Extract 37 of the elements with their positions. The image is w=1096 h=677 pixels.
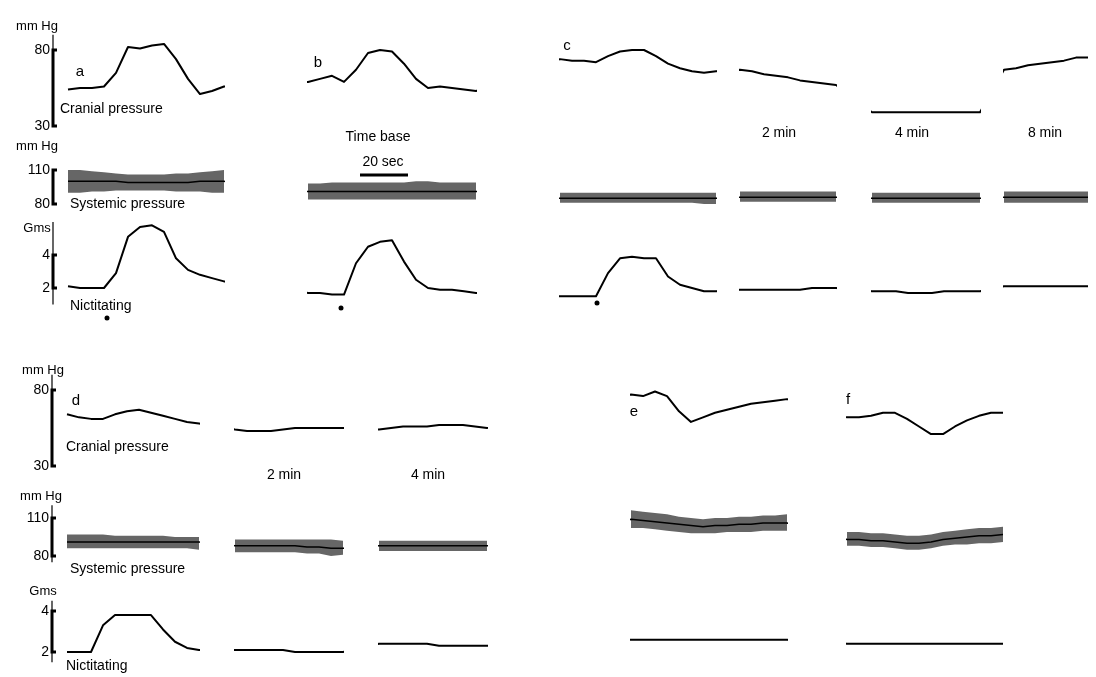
- annotation: 4 min: [410, 466, 446, 482]
- y-tick-label: 110: [27, 160, 51, 177]
- y-axis-title: mm Hg: [20, 488, 62, 503]
- annotation: Cranial pressure: [66, 438, 169, 454]
- annotation: e: [629, 402, 639, 419]
- y-tick-label: 30: [34, 116, 51, 133]
- annotation: Nictitating: [70, 297, 132, 313]
- annotation: 2 min: [266, 466, 302, 482]
- y-axis-title: Gms: [29, 583, 58, 598]
- annotation: Nictitating: [66, 657, 128, 673]
- y-axis-title: Gms: [23, 220, 52, 235]
- annotation: Systemic pressure: [70, 195, 186, 211]
- annotation: 4 min: [894, 124, 930, 140]
- annotation: b: [313, 53, 323, 70]
- annotation: 2 min: [761, 124, 797, 140]
- y-tick-label: 4: [42, 245, 51, 262]
- annotation: Cranial pressure: [60, 100, 163, 116]
- y-axis-title: mm Hg: [16, 138, 58, 153]
- annotation: a: [75, 62, 85, 79]
- y-tick-label: 2: [41, 642, 50, 659]
- annotation: d: [71, 391, 81, 408]
- y-tick-label: 4: [41, 601, 50, 618]
- y-tick-label: 80: [34, 194, 51, 211]
- y-axis-title: mm Hg: [22, 362, 64, 377]
- y-tick-label: 80: [33, 546, 50, 563]
- text: Time base: [345, 128, 411, 144]
- y-tick-label: 80: [33, 380, 50, 397]
- y-tick-label: 80: [34, 40, 51, 57]
- annotation: c: [563, 36, 572, 53]
- annotation: f: [845, 390, 851, 407]
- y-tick-label: 2: [42, 278, 51, 295]
- text: 20 sec: [362, 153, 404, 169]
- annotation: Systemic pressure: [70, 560, 186, 576]
- y-tick-label: 30: [33, 456, 50, 473]
- annotation: 8 min: [1027, 124, 1063, 140]
- y-axis-title: mm Hg: [16, 18, 58, 33]
- y-tick-label: 110: [26, 508, 50, 525]
